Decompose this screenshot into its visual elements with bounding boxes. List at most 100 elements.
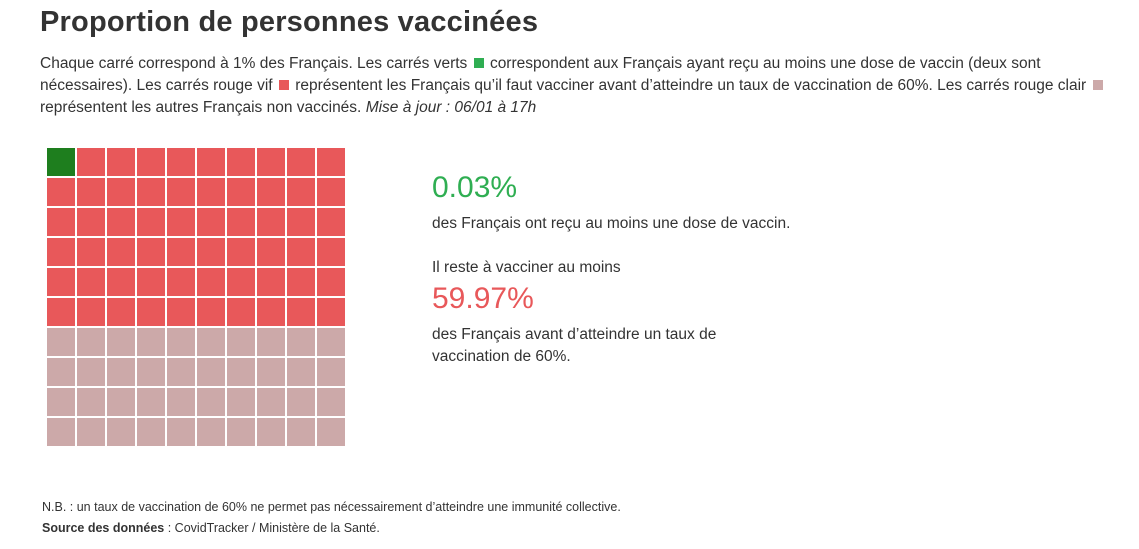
update-timestamp: Mise à jour : 06/01 à 17h	[365, 99, 537, 116]
description-part-4: représentent les autres Français non vac…	[40, 99, 362, 116]
waffle-cell-other	[166, 387, 196, 417]
waffle-cell-other	[46, 357, 76, 387]
waffle-cell-to-vaccinate	[46, 207, 76, 237]
waffle-cell-other	[316, 417, 346, 447]
waffle-cell-to-vaccinate	[316, 147, 346, 177]
vaccinated-percentage: 0.03%	[432, 171, 518, 204]
page-title: Proportion de personnes vaccinées	[40, 6, 539, 38]
waffle-cell-other	[226, 357, 256, 387]
waffle-cell-other	[106, 327, 136, 357]
waffle-cell-to-vaccinate	[166, 267, 196, 297]
waffle-cell-other	[136, 357, 166, 387]
waffle-cell-to-vaccinate	[226, 267, 256, 297]
waffle-cell-to-vaccinate	[226, 297, 256, 327]
waffle-cell-other	[286, 327, 316, 357]
waffle-cell-to-vaccinate	[106, 207, 136, 237]
waffle-cell-to-vaccinate	[316, 237, 346, 267]
waffle-cell-other	[136, 417, 166, 447]
waffle-cell-to-vaccinate	[256, 147, 286, 177]
waffle-cell-to-vaccinate	[196, 297, 226, 327]
description-part-1: Chaque carré correspond à 1% des Françai…	[40, 55, 468, 72]
waffle-cell-to-vaccinate	[286, 147, 316, 177]
waffle-cell-other	[196, 357, 226, 387]
waffle-cell-other	[226, 417, 256, 447]
waffle-cell-other	[226, 327, 256, 357]
waffle-cell-to-vaccinate	[256, 177, 286, 207]
waffle-cell-to-vaccinate	[166, 297, 196, 327]
red-square-legend-icon	[278, 80, 289, 90]
waffle-cell-other	[106, 387, 136, 417]
waffle-cell-to-vaccinate	[256, 267, 286, 297]
remaining-percentage: 59.97%	[432, 282, 534, 315]
waffle-cell-to-vaccinate	[226, 207, 256, 237]
waffle-cell-to-vaccinate	[166, 207, 196, 237]
waffle-cell-other	[196, 417, 226, 447]
waffle-cell-to-vaccinate	[136, 297, 166, 327]
waffle-cell-other	[166, 417, 196, 447]
waffle-cell-to-vaccinate	[196, 147, 226, 177]
waffle-cell-to-vaccinate	[196, 207, 226, 237]
waffle-cell-to-vaccinate	[286, 237, 316, 267]
waffle-cell-to-vaccinate	[286, 297, 316, 327]
waffle-cell-other	[46, 417, 76, 447]
waffle-cell-to-vaccinate	[196, 267, 226, 297]
waffle-cell-to-vaccinate	[106, 147, 136, 177]
waffle-cell-other	[46, 387, 76, 417]
description: Chaque carré correspond à 1% des Françai…	[40, 53, 1120, 119]
waffle-cell-other	[196, 327, 226, 357]
source-value: : CovidTracker / Ministère de la Santé.	[164, 521, 380, 535]
waffle-cell-to-vaccinate	[76, 207, 106, 237]
description-part-2: correspondent aux Français ayant reçu au…	[40, 55, 1041, 94]
waffle-cell-other	[76, 387, 106, 417]
waffle-cell-to-vaccinate	[76, 177, 106, 207]
waffle-cell-other	[136, 387, 166, 417]
waffle-chart	[46, 147, 346, 447]
waffle-cell-to-vaccinate	[256, 207, 286, 237]
waffle-cell-other	[76, 357, 106, 387]
waffle-cell-other	[286, 387, 316, 417]
remaining-intro: Il reste à vacciner au moins	[432, 259, 621, 276]
waffle-cell-to-vaccinate	[46, 177, 76, 207]
waffle-cell-other	[46, 327, 76, 357]
waffle-cell-to-vaccinate	[196, 177, 226, 207]
waffle-cell-to-vaccinate	[316, 297, 346, 327]
waffle-cell-to-vaccinate	[166, 237, 196, 267]
waffle-cell-to-vaccinate	[76, 297, 106, 327]
footer-notes: N.B. : un taux de vaccination de 60% ne …	[42, 497, 621, 539]
waffle-cell-other	[316, 387, 346, 417]
waffle-cell-other	[256, 417, 286, 447]
waffle-cell-to-vaccinate	[136, 147, 166, 177]
waffle-cell-to-vaccinate	[46, 237, 76, 267]
waffle-cell-to-vaccinate	[286, 177, 316, 207]
waffle-cell-to-vaccinate	[76, 267, 106, 297]
waffle-cell-other	[136, 327, 166, 357]
waffle-cell-other	[286, 417, 316, 447]
waffle-cell-to-vaccinate	[196, 237, 226, 267]
waffle-cell-to-vaccinate	[136, 237, 166, 267]
waffle-cell-other	[76, 327, 106, 357]
waffle-cell-to-vaccinate	[46, 267, 76, 297]
waffle-cell-to-vaccinate	[316, 267, 346, 297]
waffle-cell-other	[106, 357, 136, 387]
waffle-cell-other	[256, 327, 286, 357]
waffle-cell-other	[196, 387, 226, 417]
waffle-cell-other	[316, 357, 346, 387]
remaining-caption: des Français avant d’atteindre un taux d…	[432, 326, 717, 365]
vaccinated-caption: des Français ont reçu au moins une dose …	[432, 215, 791, 232]
waffle-cell-to-vaccinate	[256, 297, 286, 327]
waffle-cell-to-vaccinate	[166, 147, 196, 177]
waffle-cell-to-vaccinate	[166, 177, 196, 207]
waffle-cell-other	[76, 417, 106, 447]
waffle-cell-to-vaccinate	[76, 147, 106, 177]
light-red-square-legend-icon	[1092, 80, 1103, 90]
waffle-cell-other	[286, 357, 316, 387]
waffle-cell-to-vaccinate	[316, 177, 346, 207]
waffle-cell-to-vaccinate	[286, 267, 316, 297]
waffle-cell-to-vaccinate	[226, 147, 256, 177]
green-square-legend-icon	[473, 58, 484, 68]
waffle-cell-other	[166, 327, 196, 357]
waffle-cell-to-vaccinate	[46, 297, 76, 327]
waffle-cell-other	[106, 417, 136, 447]
waffle-cell-to-vaccinate	[316, 207, 346, 237]
waffle-cell-to-vaccinate	[136, 207, 166, 237]
